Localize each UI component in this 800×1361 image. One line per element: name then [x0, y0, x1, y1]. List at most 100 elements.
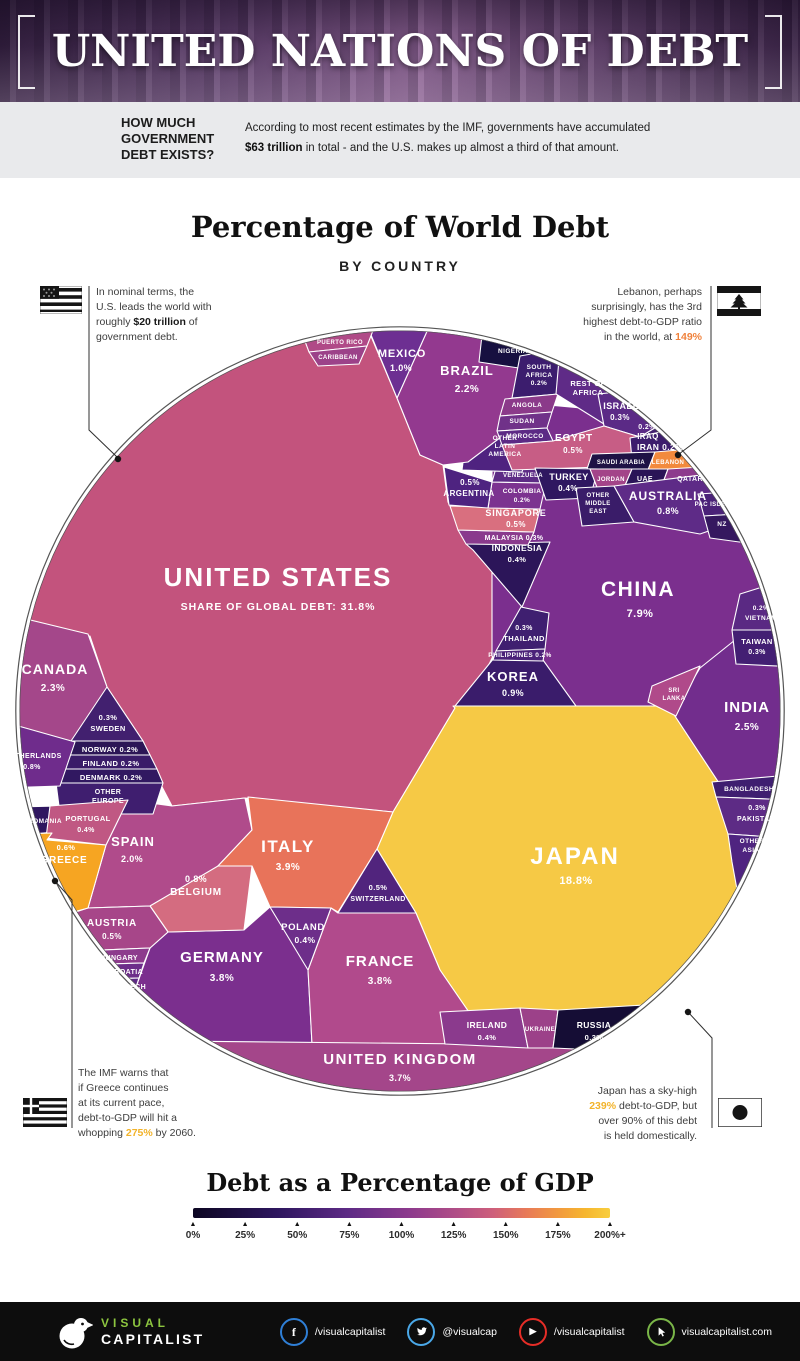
intro-band: HOW MUCH GOVERNMENT DEBT EXISTS? Accordi…: [0, 102, 800, 178]
cell-bangladesh: [711, 773, 781, 801]
cell-france: [307, 907, 474, 1045]
cell-otherlatam: [461, 423, 531, 473]
greece-flag-icon: [23, 1098, 67, 1127]
lebanon-flag-icon: [717, 286, 761, 316]
label-morocco: MOROCCO: [506, 433, 543, 440]
legend-title: Debt as a Percentage of GDP: [206, 1168, 594, 1197]
facebook-icon: f: [279, 1317, 308, 1346]
cell-singapore: [449, 505, 541, 533]
legend-tick-6: ▲ 150%: [492, 1221, 519, 1241]
cell-thailand: [495, 606, 550, 652]
label-canada: CANADA: [22, 661, 89, 677]
cell-pakistan: [715, 796, 781, 839]
cell-malaysia: [457, 529, 535, 546]
cell-ukraine: [519, 1007, 559, 1049]
social-twitter-label: @visualcap: [442, 1325, 497, 1338]
cell-puertorico: [302, 330, 375, 353]
cell-jordan: [589, 468, 633, 491]
cell-lebanon: [647, 447, 703, 471]
annotation-japan: Japan has a sky-high 239% debt-to-GDP, b…: [545, 1084, 697, 1144]
label-iran: IRAN 0.2%: [637, 442, 683, 452]
label-romania: ROMANIA: [28, 818, 62, 825]
label-us: SHARE OF GLOBAL DEBT: 31.8%: [181, 601, 376, 613]
cell-argentina: [443, 466, 493, 509]
label-pacisles: PAC ISLES: [695, 502, 730, 508]
annotation-us-pre: In nominal terms, the U.S. leads the wor…: [96, 286, 212, 328]
intro-desc-pre: According to most recent estimates by th…: [245, 122, 651, 134]
cell-nigeria: [478, 330, 550, 371]
cell-turkey: [534, 467, 599, 501]
us-flag-icon: [40, 286, 82, 314]
hero-header: UNITED NATIONS OF DEBT: [0, 0, 800, 102]
cell-mexico: [351, 330, 443, 399]
legend-tick-8: ▲ 200%+: [594, 1221, 626, 1241]
connector-dot-1: [674, 451, 682, 459]
social-website-label: visualcapitalist.com: [681, 1325, 772, 1338]
label-singapore: 0.5%: [506, 520, 526, 529]
cell-brazil: [396, 330, 529, 466]
label-france: FRANCE: [346, 953, 415, 970]
label-lebanon: LEBANON: [652, 460, 684, 466]
label-china: CHINA: [601, 578, 675, 601]
footer-socials: f /visualcapitalist @visualcap ▶ /visual…: [279, 1317, 772, 1346]
social-youtube[interactable]: ▶ /visualcapitalist: [518, 1317, 625, 1346]
label-egypt: 0.5%: [563, 446, 583, 455]
label-indonesia: INDONESIA: [492, 543, 543, 553]
label-nigeria: NIGERIA: [498, 348, 528, 355]
label-pakistan: PAKISTAN: [737, 816, 775, 823]
cell-germany: [89, 906, 313, 1045]
cell-indonesia: [465, 541, 551, 608]
annotation-lebanon-highlight: 149%: [675, 331, 702, 343]
label-srilanka: LANKA: [663, 696, 686, 702]
label-israel: 0.3%: [610, 413, 630, 422]
cell-venezuela: [491, 467, 553, 484]
social-twitter[interactable]: @visualcap: [407, 1317, 497, 1346]
annotation-lebanon-pre: Lebanon, perhaps surprisingly, has the 3…: [583, 286, 702, 343]
label-russia: 0.3%: [585, 1033, 604, 1042]
label-southafrica: AFRICA: [526, 372, 553, 379]
label-canada: 2.3%: [41, 683, 65, 694]
cell-sweden: [70, 686, 144, 742]
label-ukraine: UKRAINE: [525, 1027, 555, 1033]
label-australia: 0.8%: [657, 506, 679, 516]
label-venezuela: VENEZUELA: [503, 473, 543, 479]
label-turkey: 0.4%: [558, 484, 578, 493]
label-croatia: CROATIA: [109, 969, 143, 976]
cell-iran: [629, 423, 733, 463]
social-website[interactable]: visualcapitalist.com: [646, 1317, 772, 1346]
label-othermideast: OTHER: [587, 493, 610, 499]
page-title: UNITED NATIONS OF DEBT: [51, 25, 749, 77]
legend-tick-1: ▲ 25%: [235, 1221, 256, 1241]
visual-capitalist-logo[interactable]: VISUAL CAPITALIST: [55, 1312, 204, 1352]
label-japan: 18.8%: [559, 875, 592, 887]
social-facebook[interactable]: f /visualcapitalist: [279, 1317, 385, 1346]
cell-norway: [64, 740, 151, 756]
label-italy: 3.9%: [276, 862, 300, 873]
label-mexico: MEXICO: [378, 348, 426, 360]
label-othereurope: OTHER: [95, 789, 122, 796]
label-sweden: 0.3%: [99, 713, 118, 722]
label-egypt: EGYPT: [555, 433, 593, 444]
legend-tick-2: ▲ 50%: [287, 1221, 308, 1241]
cell-china: [491, 399, 781, 715]
label-turkey: TURKEY: [549, 472, 588, 482]
cell-poland: [269, 906, 332, 971]
label-uk: 3.7%: [389, 1073, 411, 1083]
cell-switzerland: [337, 848, 417, 914]
label-otherasia: OTHER: [740, 838, 765, 845]
label-argentina: ARGENTINA: [443, 489, 494, 498]
cell-philippines: [492, 648, 546, 662]
social-youtube-label: /visualcapitalist: [553, 1325, 625, 1338]
cell-morocco: [496, 427, 554, 446]
intro-desc-post: in total - and the U.S. makes up almost …: [302, 142, 619, 154]
label-restofafrica: AFRICA: [573, 388, 604, 397]
label-russia: RUSSIA: [577, 1020, 612, 1030]
twitter-icon: [407, 1317, 436, 1346]
cell-hungary: [54, 947, 151, 966]
label-korea: 0.9%: [502, 688, 524, 698]
cursor-icon: [646, 1317, 675, 1346]
label-singapore: SINGAPORE: [485, 508, 546, 518]
cell-korea: [454, 657, 577, 707]
brand-word-capitalist: CAPITALIST: [101, 1331, 205, 1347]
